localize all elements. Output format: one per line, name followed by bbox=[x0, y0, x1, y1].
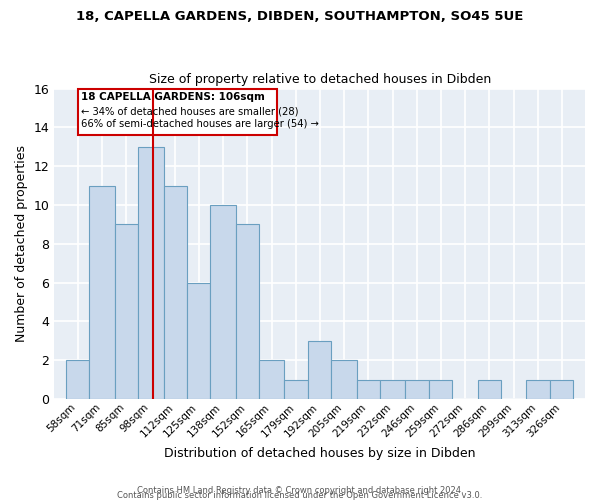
Bar bbox=[308, 341, 331, 399]
Bar bbox=[429, 380, 452, 399]
Bar bbox=[138, 147, 164, 399]
Bar bbox=[284, 380, 308, 399]
Bar bbox=[236, 224, 259, 399]
Bar bbox=[164, 186, 187, 399]
Bar bbox=[406, 380, 429, 399]
Text: Contains HM Land Registry data © Crown copyright and database right 2024.: Contains HM Land Registry data © Crown c… bbox=[137, 486, 463, 495]
Bar bbox=[115, 224, 138, 399]
Text: Contains public sector information licensed under the Open Government Licence v3: Contains public sector information licen… bbox=[118, 490, 482, 500]
Text: 18 CAPELLA GARDENS: 106sqm: 18 CAPELLA GARDENS: 106sqm bbox=[82, 92, 265, 102]
Text: ← 34% of detached houses are smaller (28): ← 34% of detached houses are smaller (28… bbox=[82, 106, 299, 116]
Bar bbox=[66, 360, 89, 399]
Title: Size of property relative to detached houses in Dibden: Size of property relative to detached ho… bbox=[149, 73, 491, 86]
Bar bbox=[356, 380, 380, 399]
Bar bbox=[259, 360, 284, 399]
Text: 66% of semi-detached houses are larger (54) →: 66% of semi-detached houses are larger (… bbox=[82, 118, 319, 128]
Bar bbox=[211, 205, 236, 399]
Text: 18, CAPELLA GARDENS, DIBDEN, SOUTHAMPTON, SO45 5UE: 18, CAPELLA GARDENS, DIBDEN, SOUTHAMPTON… bbox=[76, 10, 524, 23]
Bar bbox=[187, 282, 211, 399]
Bar bbox=[89, 186, 115, 399]
Bar bbox=[331, 360, 356, 399]
Bar bbox=[380, 380, 406, 399]
X-axis label: Distribution of detached houses by size in Dibden: Distribution of detached houses by size … bbox=[164, 447, 475, 460]
Bar bbox=[526, 380, 550, 399]
Y-axis label: Number of detached properties: Number of detached properties bbox=[15, 146, 28, 342]
Bar bbox=[478, 380, 501, 399]
Bar bbox=[550, 380, 573, 399]
Bar bbox=[78, 88, 277, 135]
